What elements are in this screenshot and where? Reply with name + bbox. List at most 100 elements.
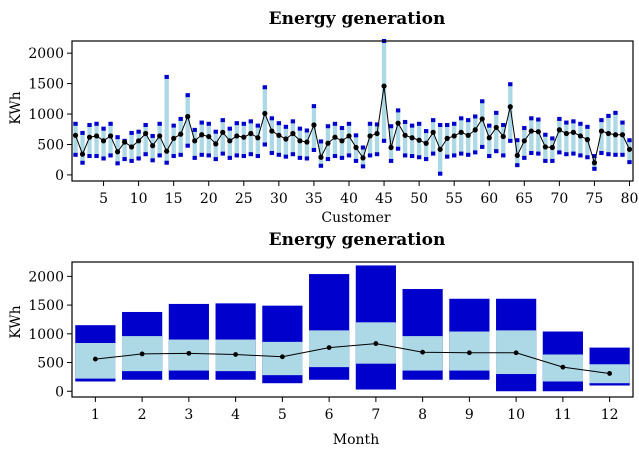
mean-point-0-8 — [121, 139, 128, 145]
max-cap-0-16 — [178, 116, 183, 121]
mean-point-0-70 — [556, 127, 562, 133]
x-tick-label-0-20: 20 — [200, 191, 218, 207]
customer-chart-axes: 0 500 1000 1500 2000 5 10 15 20 25 30 35 40 45 50 55 60 6… — [28, 40, 638, 207]
min-cap-0-43 — [367, 153, 373, 158]
x-tick-label-1-4: 4 — [231, 407, 240, 423]
mean-point-0-58 — [472, 127, 478, 133]
max-cap-0-7 — [115, 135, 120, 140]
max-cap-0-67 — [536, 117, 541, 122]
min-cap-0-34 — [304, 156, 310, 161]
band-0-44 — [374, 124, 380, 155]
max-cap-0-19 — [199, 120, 204, 125]
min-cap-0-67 — [536, 151, 541, 156]
mean-point-0-41 — [353, 144, 359, 151]
max-cap-0-23 — [227, 126, 232, 131]
max-cap-0-29 — [269, 116, 275, 121]
min-cap-0-44 — [374, 152, 380, 157]
band-0-17 — [185, 95, 190, 146]
mean-point-1-8 — [420, 349, 426, 355]
max-cap-0-33 — [297, 126, 303, 131]
min-cap-0-36 — [318, 163, 324, 168]
min-cap-0-22 — [220, 151, 225, 156]
mean-point-0-72 — [570, 129, 576, 135]
mean-point-0-42 — [360, 155, 366, 161]
min-cap-0-29 — [269, 151, 275, 155]
mean-point-0-35 — [311, 122, 317, 128]
mean-point-0-64 — [514, 152, 520, 159]
customer-chart: Energy generation 0 500 1000 1500 2000 5 10 15 2… — [8, 9, 638, 226]
mean-point-0-12 — [150, 143, 156, 149]
band-0-11 — [143, 125, 148, 155]
band-0-62 — [501, 125, 506, 156]
mean-point-0-33 — [297, 138, 303, 144]
x-tick-label-0-10: 10 — [130, 191, 148, 207]
max-cap-0-51 — [423, 129, 429, 134]
max-cap-0-68 — [543, 132, 548, 137]
band-0-16 — [178, 118, 183, 155]
max-cap-0-61 — [494, 110, 499, 115]
mean-point-0-50 — [416, 137, 422, 143]
min-cap-0-38 — [332, 154, 338, 159]
mean-point-0-22 — [220, 129, 226, 135]
max-cap-0-27 — [255, 123, 261, 128]
mean-point-1-12 — [607, 371, 613, 376]
plot-frame-1 — [71, 261, 634, 398]
min-cap-0-60 — [487, 154, 492, 159]
max-cap-0-47 — [395, 108, 401, 113]
mean-point-0-53 — [437, 146, 443, 152]
min-cap-0-47 — [395, 146, 401, 151]
max-cap-0-75 — [592, 154, 597, 159]
max-cap-0-38 — [332, 121, 338, 126]
max-cap-0-53 — [437, 123, 443, 127]
band-0-2 — [80, 132, 85, 163]
min-cap-0-9 — [129, 158, 134, 163]
min-cap-0-25 — [241, 154, 246, 159]
x-tick-label-0-55: 55 — [445, 191, 463, 207]
max-cap-0-35 — [311, 104, 317, 109]
mean-point-0-68 — [542, 144, 548, 150]
mean-point-0-78 — [612, 132, 619, 138]
max-cap-0-80 — [627, 138, 632, 143]
band-0-5 — [101, 128, 106, 159]
mean-point-0-59 — [479, 116, 485, 122]
max-cap-0-79 — [620, 120, 625, 125]
min-cap-0-4 — [94, 154, 99, 159]
mean-point-1-2 — [139, 351, 145, 357]
min-cap-0-20 — [206, 153, 211, 158]
max-cap-0-63 — [508, 82, 513, 87]
x-tick-label-0-70: 70 — [550, 191, 568, 207]
max-cap-0-26 — [248, 119, 253, 124]
mean-point-0-4 — [93, 133, 100, 139]
max-cap-0-4 — [94, 121, 99, 126]
max-cap-0-46 — [388, 124, 394, 129]
mean-point-0-43 — [367, 133, 373, 139]
band-0-66 — [529, 118, 534, 153]
mean-point-0-54 — [444, 135, 450, 141]
mean-point-0-5 — [100, 138, 107, 144]
min-cap-0-18 — [192, 155, 197, 160]
y-tick-label-1-0: 0 — [55, 384, 64, 400]
min-cap-0-31 — [283, 154, 289, 159]
band-0-26 — [248, 121, 253, 155]
mean-point-0-52 — [430, 129, 436, 135]
min-cap-0-73 — [578, 153, 583, 158]
x-tick-label-0-75: 75 — [586, 191, 604, 207]
min-cap-0-49 — [409, 154, 415, 159]
band-0-70 — [557, 118, 562, 153]
min-cap-0-15 — [171, 154, 176, 159]
min-cap-0-27 — [255, 154, 261, 159]
max-cap-0-39 — [339, 126, 345, 131]
min-cap-0-28 — [262, 142, 268, 147]
min-cap-0-37 — [325, 157, 331, 162]
min-cap-0-79 — [620, 152, 625, 157]
min-cap-0-17 — [185, 143, 190, 148]
max-cap-0-25 — [241, 121, 246, 126]
band-0-14 — [164, 76, 169, 163]
max-cap-0-77 — [606, 113, 611, 118]
max-cap-0-14 — [164, 74, 169, 79]
mean-point-0-11 — [143, 130, 149, 137]
band-0-22 — [220, 120, 225, 154]
mean-line-1 — [95, 343, 610, 374]
max-cap-0-54 — [444, 123, 450, 127]
